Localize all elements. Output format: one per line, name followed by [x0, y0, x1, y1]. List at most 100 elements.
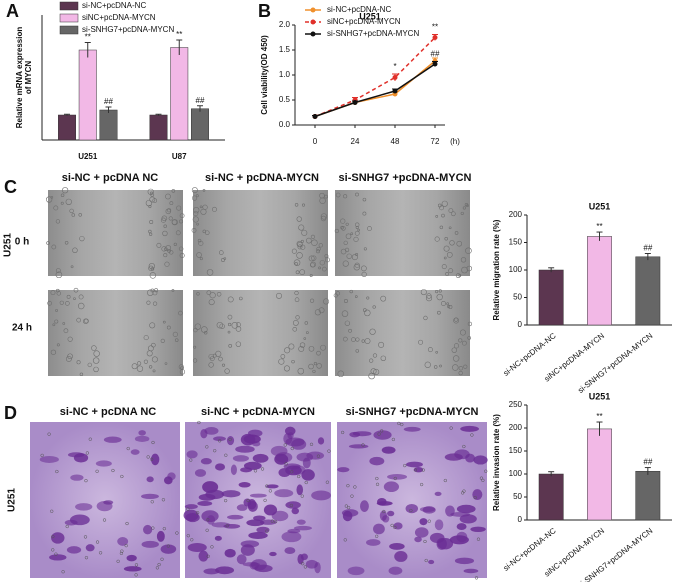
cell	[466, 265, 473, 272]
column-title: si-SNHG7 +pcDNA-MYCN	[346, 406, 479, 418]
cell	[171, 219, 178, 226]
cell	[56, 288, 60, 293]
cell	[448, 208, 454, 213]
cell	[117, 537, 129, 546]
pore	[151, 440, 155, 445]
pore	[155, 566, 160, 570]
cell	[51, 532, 65, 544]
cell	[240, 544, 255, 556]
cell	[439, 364, 442, 368]
cell	[162, 230, 168, 237]
cell	[335, 192, 341, 198]
legend-marker	[310, 19, 316, 25]
cell	[75, 503, 93, 511]
cell	[334, 228, 339, 233]
cell	[169, 250, 174, 255]
panel-label: B	[258, 1, 271, 21]
cell	[55, 219, 61, 224]
value-label: ##	[104, 97, 113, 106]
cell	[343, 194, 348, 199]
cell	[196, 222, 199, 226]
cell	[440, 301, 446, 307]
cell	[346, 253, 352, 259]
cell	[439, 225, 444, 230]
column-title: si-NC + pcDNA NC	[62, 172, 159, 184]
cell	[343, 240, 348, 245]
pore	[151, 526, 155, 530]
cell	[299, 342, 306, 348]
y-tick-label: 100	[509, 469, 523, 478]
cell	[456, 523, 467, 530]
cell	[350, 232, 354, 236]
legend-label: si-SNHG7+pcDNA-MYCN	[327, 29, 419, 38]
cell	[297, 367, 305, 375]
bar	[587, 236, 612, 326]
cell	[311, 239, 318, 246]
cell	[166, 208, 172, 213]
point	[432, 61, 438, 67]
pore	[344, 504, 348, 508]
cell	[361, 271, 367, 277]
cell	[218, 356, 223, 362]
cell	[414, 536, 422, 543]
cell	[209, 292, 216, 299]
cell	[365, 539, 381, 546]
cell	[160, 338, 165, 344]
pore	[40, 453, 44, 458]
cell	[151, 342, 156, 348]
cell	[226, 436, 235, 446]
cell	[352, 431, 372, 437]
cell	[354, 230, 360, 236]
cell	[370, 368, 377, 375]
cell	[54, 319, 59, 324]
cell	[344, 247, 350, 253]
cell	[434, 519, 444, 531]
cell	[191, 227, 197, 233]
cell	[175, 230, 181, 236]
cell	[87, 362, 92, 368]
bar	[149, 114, 168, 141]
y-tick-label: 150	[509, 446, 523, 455]
cell	[278, 468, 291, 478]
legend-marker	[310, 31, 316, 37]
cell	[228, 343, 233, 348]
cell	[462, 206, 466, 210]
cell	[147, 289, 154, 296]
pore	[225, 524, 229, 528]
cell	[428, 559, 435, 565]
cell	[93, 350, 100, 357]
cell	[294, 290, 299, 296]
panel-label: D	[4, 403, 17, 423]
pore	[470, 433, 474, 437]
cell	[171, 189, 176, 193]
cell	[435, 350, 438, 354]
cell	[316, 363, 322, 369]
pore	[85, 451, 90, 455]
cell	[319, 192, 325, 199]
cell	[236, 554, 247, 565]
cell	[164, 261, 170, 267]
cell	[172, 331, 178, 337]
cell	[376, 501, 393, 506]
cell	[191, 195, 198, 201]
cell	[65, 198, 72, 205]
cell	[208, 299, 215, 306]
pore	[476, 537, 481, 541]
pore	[206, 518, 210, 522]
cell	[405, 503, 419, 514]
y-tick-label: 200	[509, 423, 523, 432]
pore	[353, 485, 357, 489]
pore	[88, 437, 92, 441]
cell	[310, 234, 315, 239]
cell	[423, 315, 428, 321]
cell	[443, 256, 447, 260]
cell	[249, 493, 267, 498]
cell	[149, 220, 154, 224]
cell	[435, 290, 439, 294]
cell	[146, 350, 153, 357]
cell	[320, 344, 326, 351]
cell	[342, 336, 348, 342]
cell	[362, 197, 367, 202]
cell	[348, 328, 352, 333]
x-tick-label: 48	[391, 137, 400, 146]
